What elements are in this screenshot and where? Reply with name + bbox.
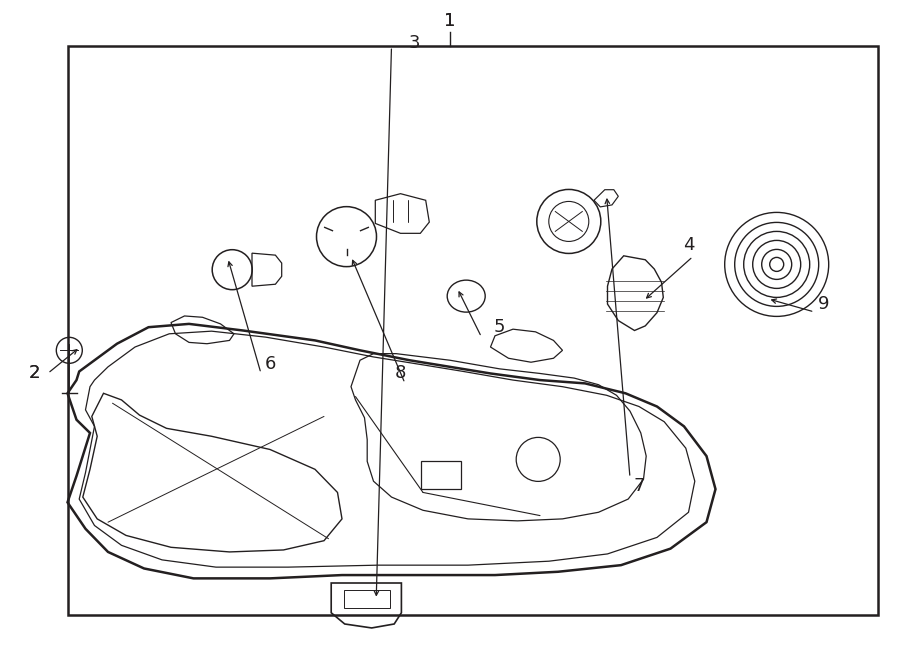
Text: 1: 1	[445, 12, 455, 30]
Text: 3: 3	[409, 34, 419, 52]
Text: 6: 6	[265, 354, 275, 373]
Text: 2: 2	[29, 364, 40, 383]
Text: 1: 1	[445, 12, 455, 30]
Text: 9: 9	[818, 295, 829, 313]
Text: 2: 2	[29, 364, 40, 383]
Bar	[68, 46, 878, 615]
Text: 8: 8	[395, 364, 406, 383]
Text: 7: 7	[634, 477, 644, 495]
Bar	[421, 461, 461, 489]
Text: 5: 5	[494, 318, 505, 336]
Text: 4: 4	[683, 235, 694, 254]
